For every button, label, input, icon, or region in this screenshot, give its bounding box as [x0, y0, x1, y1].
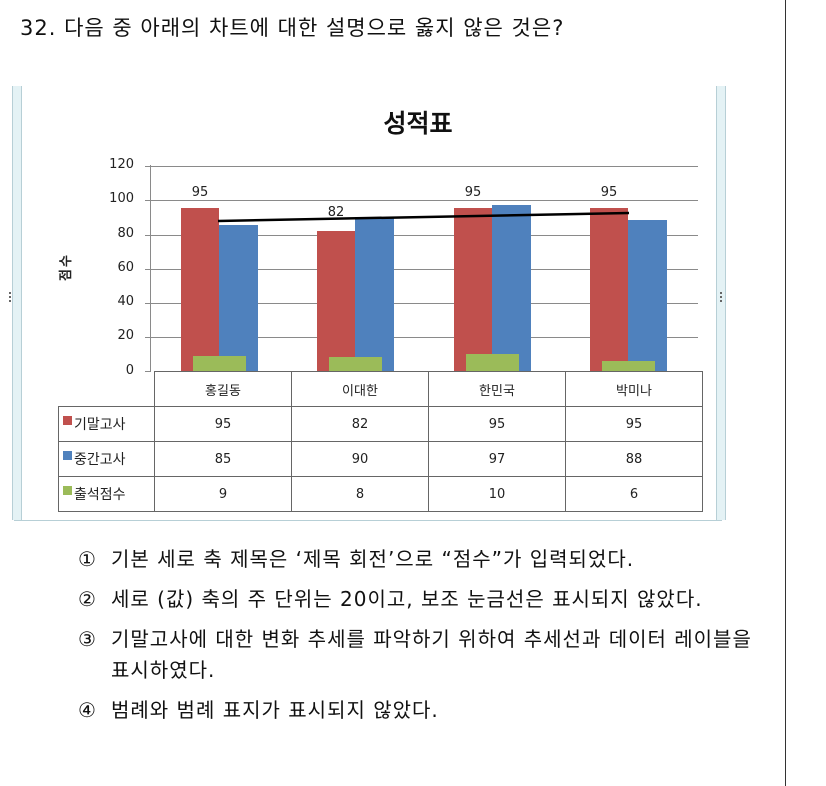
chart-title[interactable]: 성적표: [383, 109, 453, 138]
legend-key-green-icon: [63, 486, 72, 495]
y-axis-title-char: 점: [59, 269, 74, 281]
option-text: 세로 (값) 축의 주 단위는 20이고, 보조 눈금선은 표시되지 않았다.: [111, 587, 703, 611]
option-text: 기본 세로 축 제목은 ‘제목 회전’으로 “점수”가 입력되었다.: [111, 547, 635, 571]
bar-출석점수-이대한[interactable]: [329, 357, 382, 371]
y-tick-label: 40: [117, 294, 134, 309]
gridline: [150, 303, 698, 304]
y-tick-label: 120: [109, 157, 134, 172]
y-tick-mark: [145, 166, 150, 167]
data-label: 95: [464, 185, 482, 200]
option-text: 기말고사에 대한 변화 추세를 파악하기 위하여 추세선과 데이터 레이블을 표…: [111, 627, 752, 682]
y-tick-label: 20: [117, 328, 134, 343]
series-label: 중간고사: [58, 441, 155, 477]
series-label: 기말고사: [58, 406, 155, 442]
y-tick-mark: [145, 303, 150, 304]
data-label: 95: [191, 185, 209, 200]
page-column-rule: [785, 0, 786, 786]
y-tick-mark: [145, 235, 150, 236]
option-number: ②: [78, 587, 97, 611]
bar-출석점수-한민국[interactable]: [466, 354, 519, 371]
data-table-corner: [58, 371, 155, 407]
table-cell: 6: [565, 476, 703, 512]
option-number: ①: [78, 547, 97, 571]
y-tick-mark: [145, 200, 150, 201]
answer-options: ① 기본 세로 축 제목은 ‘제목 회전’으로 “점수”가 입력되었다. ② 세…: [78, 544, 768, 735]
legend-key-red-icon: [63, 416, 72, 425]
bar-기말고사-홍길동[interactable]: [181, 208, 219, 371]
data-label: 95: [600, 185, 618, 200]
table-cell: 85: [154, 441, 292, 477]
gridline: [150, 166, 698, 167]
table-cell: 88: [565, 441, 703, 477]
y-axis-title[interactable]: 수 점: [58, 254, 76, 282]
category-label: 한민국: [428, 371, 566, 407]
bar-기말고사-박미나[interactable]: [590, 208, 628, 371]
answer-option-3[interactable]: ③ 기말고사에 대한 변화 추세를 파악하기 위하여 추세선과 데이터 레이블을…: [78, 624, 768, 686]
resize-handle-icon[interactable]: [9, 292, 11, 304]
y-tick-mark: [145, 337, 150, 338]
table-cell: 90: [291, 441, 429, 477]
chart-data-table: 홍길동 이대한 한민국 박미나 기말고사 95 82 95 95 중간고사 85…: [58, 371, 703, 512]
category-label: 박미나: [565, 371, 703, 407]
option-number: ③: [78, 627, 97, 651]
category-label: 이대한: [291, 371, 429, 407]
answer-option-2[interactable]: ② 세로 (값) 축의 주 단위는 20이고, 보조 눈금선은 표시되지 않았다…: [78, 584, 768, 615]
gridline: [150, 235, 698, 236]
y-tick-label: 0: [125, 363, 134, 378]
bar-기말고사-이대한[interactable]: [317, 231, 355, 371]
bar-출석점수-홍길동[interactable]: [193, 356, 246, 371]
table-cell: 95: [565, 406, 703, 442]
bar-기말고사-한민국[interactable]: [454, 208, 492, 371]
table-row: 중간고사 85 90 97 88: [58, 441, 703, 477]
bar-중간고사-이대한[interactable]: [355, 217, 394, 371]
data-table-header-row: 홍길동 이대한 한민국 박미나: [58, 371, 703, 407]
chart-resize-border-left[interactable]: [9, 86, 22, 520]
legend-key-blue-icon: [63, 451, 72, 460]
resize-handle-icon[interactable]: [720, 292, 722, 304]
answer-option-1[interactable]: ① 기본 세로 축 제목은 ‘제목 회전’으로 “점수”가 입력되었다.: [78, 544, 768, 575]
question-text: 32. 다음 중 아래의 차트에 대한 설명으로 옳지 않은 것은?: [20, 16, 565, 40]
table-cell: 97: [428, 441, 566, 477]
table-cell: 9: [154, 476, 292, 512]
table-cell: 8: [291, 476, 429, 512]
y-tick-label: 80: [117, 226, 134, 241]
gridline: [150, 200, 698, 201]
chart-resize-border-bottom[interactable]: [14, 520, 722, 521]
y-axis-line: [150, 165, 151, 372]
y-tick-mark: [145, 269, 150, 270]
gridline: [150, 269, 698, 270]
chart-resize-border-right[interactable]: [716, 86, 726, 520]
category-label: 홍길동: [154, 371, 292, 407]
option-text: 범례와 범례 표지가 표시되지 않았다.: [111, 698, 439, 722]
bar-출석점수-박미나[interactable]: [602, 361, 655, 371]
bar-중간고사-박미나[interactable]: [628, 220, 667, 371]
answer-option-4[interactable]: ④ 범례와 범례 표지가 표시되지 않았다.: [78, 695, 768, 726]
gridline: [150, 337, 698, 338]
table-cell: 95: [154, 406, 292, 442]
table-row: 출석점수 9 8 10 6: [58, 476, 703, 512]
series-label: 출석점수: [58, 476, 155, 512]
data-label: 82: [327, 205, 345, 220]
table-cell: 10: [428, 476, 566, 512]
bar-중간고사-홍길동[interactable]: [219, 225, 258, 371]
table-cell: 82: [291, 406, 429, 442]
y-tick-label: 100: [109, 191, 134, 206]
table-row: 기말고사 95 82 95 95: [58, 406, 703, 442]
y-tick-label: 60: [117, 260, 134, 275]
table-cell: 95: [428, 406, 566, 442]
bar-중간고사-한민국[interactable]: [492, 205, 531, 371]
option-number: ④: [78, 698, 97, 722]
